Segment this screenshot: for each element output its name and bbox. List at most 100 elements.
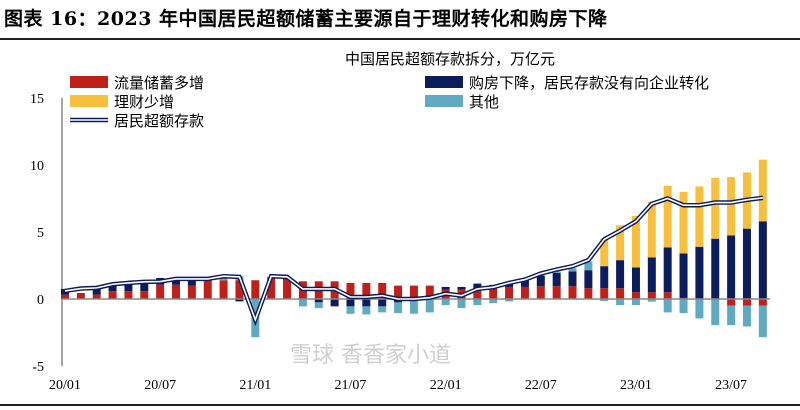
bar-购房下降，居民存款没有向企业转化 [235, 299, 244, 302]
bar-理财少增 [695, 186, 704, 247]
legend-label: 流量储蓄多增 [114, 74, 204, 92]
bar-其他 [314, 302, 323, 309]
bar-购房下降，居民存款没有向企业转化 [568, 271, 577, 287]
bar-购房下降，居民存款没有向企业转化 [600, 266, 609, 289]
bar-其他 [679, 299, 688, 314]
x-tick-label: 20/01 [49, 378, 81, 393]
watermark: 雪球 香香家小道 [290, 343, 451, 368]
bar-其他 [425, 299, 434, 313]
bar-流量储蓄多增 [742, 299, 751, 306]
bar-流量储蓄多增 [92, 294, 101, 299]
bar-其他 [711, 299, 720, 326]
legend-swatch [425, 95, 463, 107]
y-tick-label: 5 [37, 226, 44, 241]
bar-其他 [362, 306, 371, 315]
bar-流量储蓄多增 [425, 285, 434, 299]
bar-其他 [489, 299, 498, 304]
bar-理财少增 [711, 177, 720, 239]
x-tick-label: 23/07 [715, 378, 747, 393]
bar-流量储蓄多增 [647, 292, 656, 299]
y-tick-label: -5 [32, 360, 44, 375]
bar-购房下降，居民存款没有向企业转化 [346, 299, 355, 307]
bar-其他 [616, 299, 625, 306]
bar-流量储蓄多增 [758, 299, 767, 306]
x-tick-label: 21/01 [239, 378, 271, 393]
bar-流量储蓄多增 [187, 285, 196, 299]
bar-流量储蓄多增 [172, 284, 181, 299]
legend-label: 其他 [469, 93, 499, 111]
bar-流量储蓄多增 [552, 286, 561, 299]
bar-流量储蓄多增 [616, 288, 625, 299]
bar-购房下降，居民存款没有向企业转化 [330, 299, 339, 307]
x-tick-label: 20/07 [144, 378, 176, 393]
x-tick-label: 22/07 [525, 378, 557, 393]
bar-购房下降，居民存款没有向企业转化 [536, 275, 545, 287]
bar-其他 [600, 299, 609, 302]
bar-流量储蓄多增 [283, 279, 292, 299]
figure-title: 图表 16：2023 年中国居民超额储蓄主要源自于理财转化和购房下降 [4, 8, 608, 30]
bar-流量储蓄多增 [346, 282, 355, 299]
bar-购房下降，居民存款没有向企业转化 [663, 247, 672, 293]
legend-swatch [70, 95, 108, 107]
bar-理财少增 [679, 191, 688, 254]
bar-流量储蓄多增 [727, 299, 736, 306]
bar-其他 [568, 268, 577, 272]
bar-其他 [346, 306, 355, 314]
bar-流量储蓄多增 [124, 291, 133, 299]
bar-流量储蓄多增 [536, 286, 545, 299]
bar-购房下降，居民存款没有向企业转化 [378, 299, 387, 307]
bar-购房下降，居民存款没有向企业转化 [631, 267, 640, 293]
legend-label: 理财少增 [114, 93, 174, 111]
legend-swatch [70, 76, 108, 88]
bar-其他 [695, 299, 704, 319]
bar-流量储蓄多增 [473, 289, 482, 299]
bar-购房下降，居民存款没有向企业转化 [679, 253, 688, 298]
bar-购房下降，居民存款没有向企业转化 [758, 221, 767, 299]
bar-流量储蓄多增 [394, 285, 403, 299]
bar-其他 [409, 299, 418, 314]
bar-理财少增 [616, 225, 625, 261]
bar-流量储蓄多增 [251, 280, 260, 299]
bar-购房下降，居民存款没有向企业转化 [742, 228, 751, 299]
bar-流量储蓄多增 [378, 282, 387, 299]
bar-购房下降，居民存款没有向企业转化 [616, 260, 625, 289]
bar-购房下降，居民存款没有向企业转化 [187, 278, 196, 286]
bar-流量储蓄多增 [520, 286, 529, 299]
x-tick-label: 23/01 [620, 378, 652, 393]
bar-其他 [552, 271, 561, 273]
bar-购房下降，居民存款没有向企业转化 [124, 282, 133, 292]
bar-购房下降，居民存款没有向企业转化 [695, 246, 704, 299]
bar-其他 [647, 299, 656, 302]
line-居民超额存款-inner [64, 197, 763, 323]
bar-其他 [584, 261, 593, 271]
bar-理财少增 [631, 215, 640, 268]
bar-理财少增 [600, 238, 609, 267]
bar-理财少增 [663, 185, 672, 248]
bar-流量储蓄多增 [505, 286, 514, 299]
bar-购房下降，居民存款没有向企业转化 [92, 287, 101, 295]
bar-其他 [663, 299, 672, 313]
bar-其他 [457, 299, 466, 309]
bar-购房下降，居民存款没有向企业转化 [314, 299, 323, 303]
bar-流量储蓄多增 [584, 288, 593, 299]
bar-购房下降，居民存款没有向企业转化 [140, 283, 149, 292]
bar-其他 [394, 302, 403, 314]
bar-流量储蓄多增 [362, 282, 371, 299]
bar-购房下降，居民存款没有向企业转化 [362, 299, 371, 307]
bar-购房下降，居民存款没有向企业转化 [727, 235, 736, 299]
bar-购房下降，居民存款没有向企业转化 [61, 288, 69, 295]
bar-流量储蓄多增 [489, 286, 498, 299]
bar-购房下降，居民存款没有向企业转化 [647, 257, 656, 293]
bar-购房下降，居民存款没有向企业转化 [473, 283, 482, 290]
y-tick-label: 0 [37, 293, 44, 308]
bar-流量储蓄多增 [409, 285, 418, 299]
bar-理财少增 [758, 159, 767, 222]
bar-流量储蓄多增 [663, 292, 672, 299]
legend-label: 居民超额存款 [114, 112, 204, 130]
bar-购房下降，居民存款没有向企业转化 [457, 286, 466, 290]
bar-流量储蓄多增 [235, 280, 244, 299]
bar-其他 [727, 305, 736, 326]
bar-购房下降，居民存款没有向企业转化 [108, 282, 117, 292]
